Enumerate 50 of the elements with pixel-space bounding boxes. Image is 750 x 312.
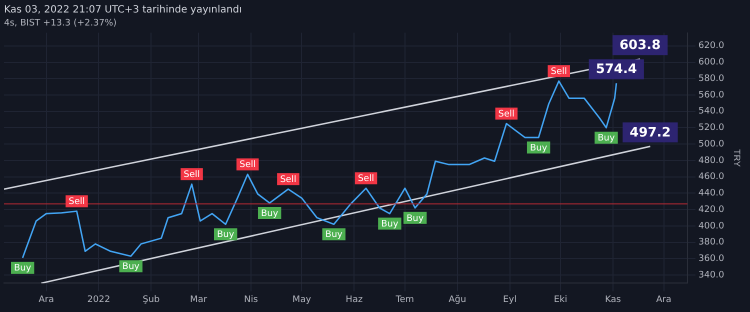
annotation: Sell [280,174,296,185]
x-tick-label: Eyl [503,294,517,305]
annotation: Buy [122,262,140,272]
annotation: 497.2 [630,125,671,140]
annotation: Sell [498,109,515,120]
annotation: Sell [239,160,256,170]
y-tick-label: 340.0 [698,270,724,280]
y-tick-label: 460.0 [698,172,724,182]
x-tick-label: Şub [142,294,160,305]
chart-title: Kas 03, 2022 21:07 UTC+3 tarihinde yayınlandı [4,4,242,16]
x-tick-label: May [292,294,312,305]
x-tick-label: Ağu [448,294,466,305]
annotation: Sell [184,170,200,180]
y-tick-label: 600.0 [698,58,724,68]
x-tick-label: Ara [38,294,54,305]
x-tick-label: 2022 [87,294,110,305]
y-tick-label: 560.0 [698,90,724,100]
y-tick-label: 420.0 [698,204,724,215]
x-tick-label: Nis [244,294,258,305]
annotation: Sell [68,197,85,208]
y-tick-label: 520.0 [698,123,724,134]
y-tick-label: 360.0 [698,254,724,264]
y-axis-title: TRY [732,149,742,167]
annotation: Buy [217,230,235,240]
y-tick-label: 480.0 [698,156,724,166]
annotation: Buy [260,208,279,219]
x-tick-label: Ara [656,294,672,305]
x-tick-label: Tem [394,294,414,305]
annotation: Buy [381,219,399,230]
annotation: Buy [325,230,344,240]
y-tick-label: 620.0 [698,41,724,52]
annotation: Buy [598,134,616,144]
annotation: Buy [530,143,548,154]
x-tick-label: Kas [605,294,622,305]
annotation: 574.4 [596,62,637,78]
y-tick-label: 440.0 [698,188,724,199]
y-tick-label: 500.0 [698,139,724,150]
y-tick-label: 540.0 [698,106,724,117]
y-tick-label: 580.0 [698,74,724,84]
y-tick-label: 380.0 [698,238,724,248]
annotation: Sell [358,174,374,184]
annotation: Sell [550,66,567,77]
y-tick-label: 400.0 [698,221,724,232]
chart-subtitle: 4s, BIST +13.3 (+2.37%) [4,18,117,29]
x-tick-label: Mar [190,294,208,305]
x-tick-label: Eki [554,294,568,305]
x-tick-label: Haz [346,294,363,305]
annotation: 603.8 [620,38,661,54]
annotation: Buy [406,214,424,224]
annotation: Buy [14,264,32,274]
